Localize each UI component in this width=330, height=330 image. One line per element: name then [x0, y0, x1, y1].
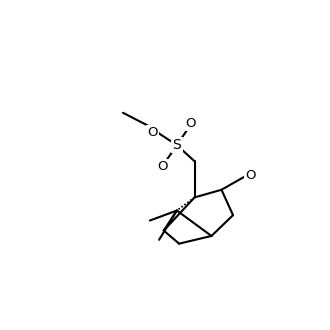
Text: O: O: [185, 117, 196, 130]
Text: O: O: [147, 126, 157, 139]
Text: O: O: [246, 169, 256, 182]
Text: S: S: [173, 138, 181, 152]
Text: O: O: [158, 160, 168, 173]
